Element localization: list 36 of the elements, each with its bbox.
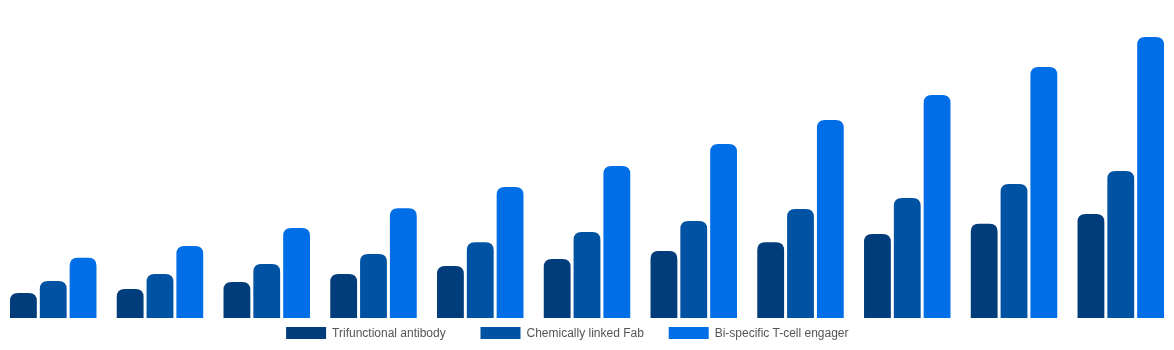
bar — [330, 273, 358, 318]
bar — [1077, 214, 1105, 318]
bar — [650, 251, 678, 318]
bar — [970, 223, 998, 318]
bar — [816, 119, 844, 318]
bar — [283, 228, 310, 318]
bar — [543, 258, 571, 318]
bar — [864, 233, 891, 318]
bar — [603, 165, 631, 318]
bar — [466, 242, 494, 318]
bar — [710, 144, 737, 318]
bar — [573, 232, 601, 318]
bar — [223, 282, 251, 318]
bar — [389, 208, 417, 318]
bar — [437, 266, 464, 318]
legend-label: Trifunctional antibody — [332, 326, 446, 340]
legend-label: Chemically linked Fab — [526, 326, 645, 340]
bar — [757, 242, 785, 318]
bar — [1107, 171, 1135, 318]
bar — [146, 273, 174, 318]
legend-label: Bi-specific T-cell engager — [714, 326, 849, 340]
bar — [1030, 67, 1058, 318]
bar — [69, 257, 97, 318]
bar — [893, 198, 921, 318]
bar — [1137, 37, 1164, 318]
bar — [360, 253, 387, 318]
bar — [1000, 183, 1028, 318]
bar — [116, 289, 144, 318]
bar — [176, 246, 204, 318]
bar — [10, 292, 37, 318]
bar — [923, 94, 951, 318]
bar — [496, 187, 524, 318]
bar — [253, 264, 281, 318]
bar — [39, 280, 67, 318]
bar — [787, 208, 814, 318]
bar — [680, 221, 708, 318]
